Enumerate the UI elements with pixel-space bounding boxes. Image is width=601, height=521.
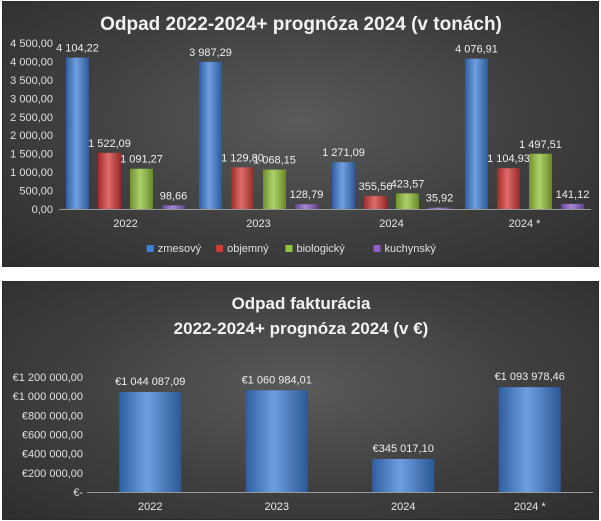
data-label: €1 044 087,09 — [115, 376, 185, 388]
x-tick-label: 2024 * — [509, 218, 542, 230]
chart-title: Odpad 2022-2024+ prognóza 2024 (v tonách… — [100, 14, 502, 35]
data-label: 35,92 — [426, 193, 454, 205]
legend-swatch-biologický — [285, 245, 293, 252]
data-label: 1 068,15 — [253, 155, 296, 167]
bar-kuchynský-2022 — [162, 205, 185, 209]
bar-kuchynský-2023 — [295, 204, 318, 209]
x-tick-label: 2024 * — [514, 501, 547, 513]
data-label: 1 129,80 — [221, 152, 264, 164]
bar-biologický-2022 — [130, 168, 153, 209]
data-label: 1 522,09 — [88, 138, 131, 150]
legend-label: zmesový — [158, 243, 202, 255]
y-tick-label: 4 500,00 — [10, 38, 53, 50]
chart-title-line: 2022-2024+ prognóza 2024 (v €) — [174, 319, 429, 338]
legend-label: biologický — [297, 243, 346, 255]
x-tick-label: 2024 — [391, 501, 415, 513]
x-tick-label: 2022 — [113, 218, 137, 230]
legend-swatch-zmesový — [146, 245, 154, 252]
bar-2022 — [119, 391, 182, 492]
tons-chart: Odpad 2022-2024+ prognóza 2024 (v tonách… — [10, 14, 591, 255]
data-label: €345 017,10 — [373, 443, 434, 455]
y-tick-label: 3 000,00 — [10, 93, 53, 105]
bar-objemný-2023 — [231, 167, 254, 209]
tons-chart-panel: Odpad 2022-2024+ prognóza 2024 (v tonách… — [2, 1, 599, 267]
bar-2024 * — [498, 387, 561, 492]
y-tick-label: €200 000,00 — [22, 468, 83, 480]
bar-zmesový-2022 — [66, 57, 89, 209]
data-label: 1 091,27 — [120, 154, 163, 166]
bar-biologický-2024 — [396, 193, 419, 209]
data-label: 355,56 — [359, 181, 393, 193]
bar-zmesový-2024 — [332, 162, 355, 209]
x-tick-label: 2023 — [246, 218, 270, 230]
data-label: 1 104,93 — [487, 153, 530, 165]
x-tick-label: 2023 — [265, 501, 289, 513]
bar-2024 — [372, 458, 435, 492]
x-tick-label: 2024 — [379, 218, 403, 230]
data-label: 4 104,22 — [56, 43, 99, 55]
data-label: 128,79 — [290, 189, 324, 201]
data-label: 1 271,09 — [322, 147, 365, 159]
bar-zmesový-2024 * — [465, 58, 488, 210]
y-tick-label: 500,00 — [19, 186, 53, 198]
legend-label: kuchynský — [385, 243, 437, 255]
bar-biologický-2024 * — [529, 153, 552, 209]
y-tick-label: €- — [73, 487, 83, 499]
data-label: 141,12 — [556, 189, 590, 201]
invoice-chart-panel: Odpad fakturácia 2022-2024+ prognóza 2024… — [2, 281, 599, 520]
y-tick-label: 1 500,00 — [10, 149, 53, 161]
y-tick-label: 4 000,00 — [10, 56, 53, 68]
bar-zmesový-2023 — [199, 61, 222, 210]
data-label: 3 987,29 — [189, 47, 232, 59]
y-tick-label: €800 000,00 — [22, 410, 83, 422]
legend-swatch-kuchynský — [373, 245, 381, 252]
y-tick-label: €400 000,00 — [22, 449, 83, 461]
x-tick-label: 2022 — [138, 501, 162, 513]
data-label: 423,57 — [391, 178, 425, 190]
y-tick-label: 2 000,00 — [10, 130, 53, 142]
invoice-chart: Odpad fakturácia 2022-2024+ prognóza 2024… — [13, 294, 593, 513]
data-label: €1 093 978,46 — [495, 371, 565, 383]
bar-kuchynský-2024 * — [561, 203, 584, 209]
bar-objemný-2022 — [98, 152, 121, 209]
data-label: €1 060 984,01 — [242, 374, 312, 386]
y-tick-label: €1 000 000,00 — [13, 391, 83, 403]
bar-2023 — [245, 390, 308, 492]
bar-objemný-2024 — [364, 195, 387, 209]
bar-objemný-2024 * — [497, 168, 520, 209]
data-label: 4 076,91 — [455, 44, 498, 56]
y-tick-label: 1 000,00 — [10, 167, 53, 179]
y-tick-label: €1 200 000,00 — [13, 372, 83, 384]
y-tick-label: 0,00 — [32, 204, 53, 216]
legend-swatch-objemný — [216, 245, 224, 252]
data-label: 1 497,51 — [519, 139, 562, 151]
chart-title-line: Odpad fakturácia — [232, 294, 371, 313]
y-tick-label: 2 500,00 — [10, 112, 53, 124]
legend-label: objemný — [227, 243, 269, 255]
bar-biologický-2023 — [263, 169, 286, 209]
bar-kuchynský-2024 — [428, 207, 451, 209]
y-tick-label: 3 500,00 — [10, 75, 53, 87]
data-label: 98,66 — [160, 190, 188, 202]
y-tick-label: €600 000,00 — [22, 430, 83, 442]
